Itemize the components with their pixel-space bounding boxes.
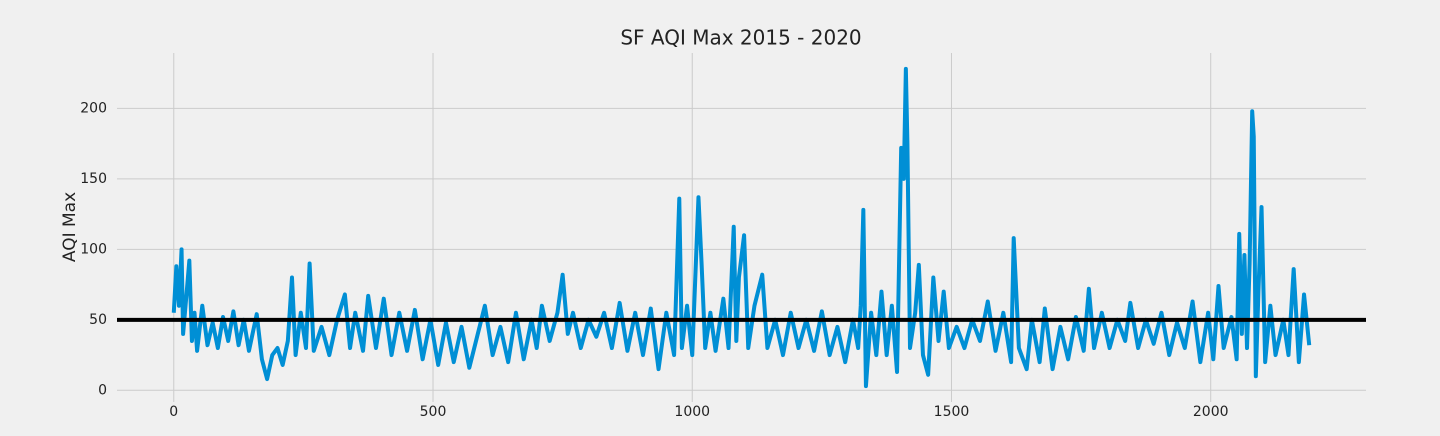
data-line	[171, 66, 1312, 389]
x-tick-label: 1500	[934, 404, 970, 420]
x-tick-label: 500	[420, 404, 447, 420]
y-tick-label: 200	[80, 100, 107, 116]
x-tick-label: 1000	[674, 404, 710, 420]
y-tick-label: 150	[80, 171, 107, 187]
y-tick-label: 100	[80, 241, 107, 257]
chart-title: SF AQI Max 2015 - 2020	[620, 26, 861, 50]
x-tick-label: 0	[169, 404, 178, 420]
x-tick-label: 2000	[1193, 404, 1229, 420]
y-axis-label: AQI Max	[60, 192, 80, 262]
y-tick-label: 0	[98, 382, 107, 398]
y-tick-label: 50	[89, 312, 107, 328]
